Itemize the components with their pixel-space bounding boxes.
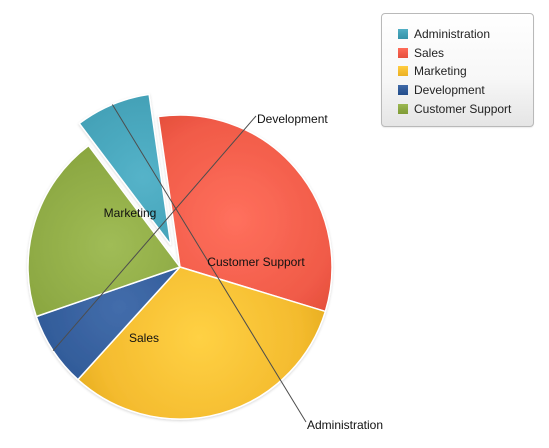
legend-label-development: Development (414, 83, 485, 98)
slice-label-sales: Sales (129, 331, 159, 345)
legend-swatch-administration (398, 29, 408, 40)
pie-slice-administration[interactable] (78, 93, 172, 246)
legend-label-sales: Sales (414, 45, 445, 60)
legend-label-customer-support: Customer Support (414, 101, 512, 116)
pie-slice-sales[interactable] (157, 114, 333, 313)
leader-line-development (52, 115, 257, 351)
pie-slice-marketing[interactable] (76, 266, 327, 420)
slice-label-development: Development (257, 112, 328, 126)
legend-swatch-sales (398, 47, 408, 58)
chart-legend: Administration Sales Marketing Development C… (381, 13, 534, 127)
pie-slices (27, 93, 333, 420)
legend-item-sales[interactable]: Sales (382, 44, 533, 63)
legend-swatch-customer-support (398, 103, 408, 114)
legend-item-marketing[interactable]: Marketing (382, 62, 533, 81)
slice-label-marketing: Marketing (104, 206, 157, 220)
leader-lines (52, 104, 307, 423)
legend-swatch-development (398, 85, 408, 96)
legend-label-marketing: Marketing (414, 64, 467, 79)
legend-item-administration[interactable]: Administration (382, 25, 533, 44)
slice-label-administration: Administration (307, 418, 383, 432)
legend-item-development[interactable]: Development (382, 81, 533, 100)
slice-labels: Administration Sales Marketing Development C… (104, 112, 383, 432)
legend-label-administration: Administration (414, 27, 491, 42)
leader-line-administration (111, 104, 307, 423)
slice-label-customer-support: Customer Support (207, 255, 305, 269)
pie-slice-customer-support[interactable] (27, 144, 182, 318)
legend-swatch-marketing (398, 66, 408, 77)
legend-item-customer-support[interactable]: Customer Support (382, 99, 533, 118)
